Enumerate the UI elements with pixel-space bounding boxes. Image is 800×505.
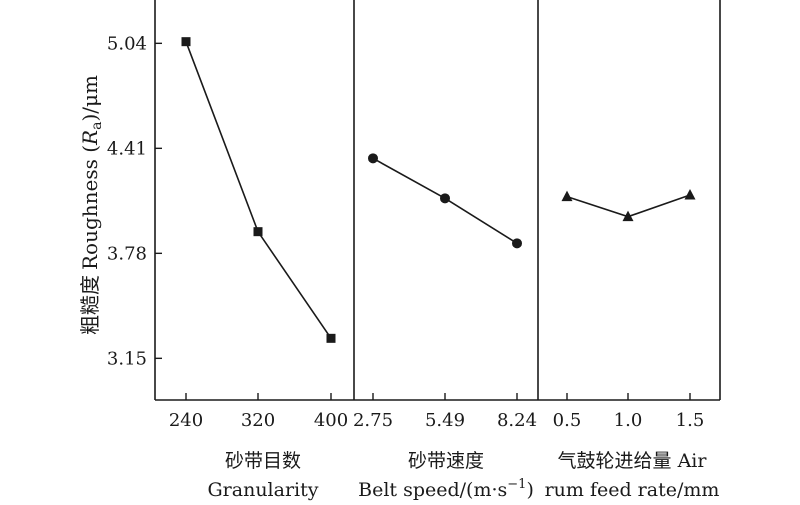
y-tick-label-3: 3.15 (107, 348, 147, 369)
y-tick-label-0: 5.04 (107, 33, 147, 54)
panel-1: 240 320 400 (169, 37, 348, 431)
x-tick-label-1-3: 400 (314, 410, 348, 431)
y-tick-label-1: 4.41 (107, 138, 147, 159)
data-point-2-3 (512, 238, 522, 249)
panel-titles-layer: 砂带目数 Granularity 砂带速度 Belt speed/(m·s−1) 气鼓轮… (208, 450, 720, 501)
x-tick-label-3-2: 1.0 (614, 410, 643, 431)
x-tick-label-3-1: 0.5 (553, 410, 582, 431)
panel-3-title-line1: 气鼓轮进给量 Air (558, 450, 708, 472)
panel-2: 2.75 5.49 8.24 (353, 153, 537, 431)
ylabel-chinese: 粗糙度 (78, 275, 102, 335)
panel-3-title-line2: rum feed rate/mm (545, 479, 720, 501)
axes-layer: 5.04 4.41 3.78 3.15 (107, 0, 721, 401)
data-point-2-1 (368, 153, 378, 164)
data-point-3-2 (622, 210, 634, 222)
data-point-3-3 (684, 189, 696, 200)
ylabel-unit: )/μm (78, 75, 102, 122)
x-tick-label-1-2: 320 (241, 410, 275, 431)
ylabel-english: Roughness ( (78, 145, 102, 270)
y-tick-label-2: 3.78 (107, 243, 147, 264)
data-point-1-2 (253, 227, 263, 237)
ylabel-italic-r: R (78, 130, 102, 146)
x-tick-label-2-1: 2.75 (353, 410, 393, 431)
data-point-2-2 (440, 193, 450, 204)
series-line-1 (185, 41, 332, 339)
data-point-1-3 (326, 333, 336, 343)
x-tick-label-2-2: 5.49 (425, 410, 465, 431)
panel-1-title-line1: 砂带目数 (225, 450, 301, 472)
x-tick-label-3-3: 1.5 (676, 410, 705, 431)
panel-2-title-line1: 砂带速度 (408, 450, 484, 472)
data-point-1-1 (181, 37, 191, 47)
panels-layer: 240 320 400 2.75 5.49 8.24 0.5 1.0 1.5 (169, 37, 705, 431)
panel-1-title-line2: Granularity (208, 479, 319, 501)
svg-text:粗糙度Roughness (Ra)/μm: 粗糙度 Roughness (Ra)/μm (78, 75, 105, 335)
y-axis-title: 粗糙度 Roughness (Ra)/μm (78, 75, 105, 335)
x-tick-label-2-3: 8.24 (497, 410, 537, 431)
ylabel-subscript: a (89, 122, 105, 130)
panel-2-title-line2: Belt speed/(m·s−1) (358, 477, 534, 501)
data-point-3-1 (561, 190, 573, 202)
panel-3: 0.5 1.0 1.5 (553, 189, 705, 431)
x-tick-label-1-1: 240 (169, 410, 203, 431)
